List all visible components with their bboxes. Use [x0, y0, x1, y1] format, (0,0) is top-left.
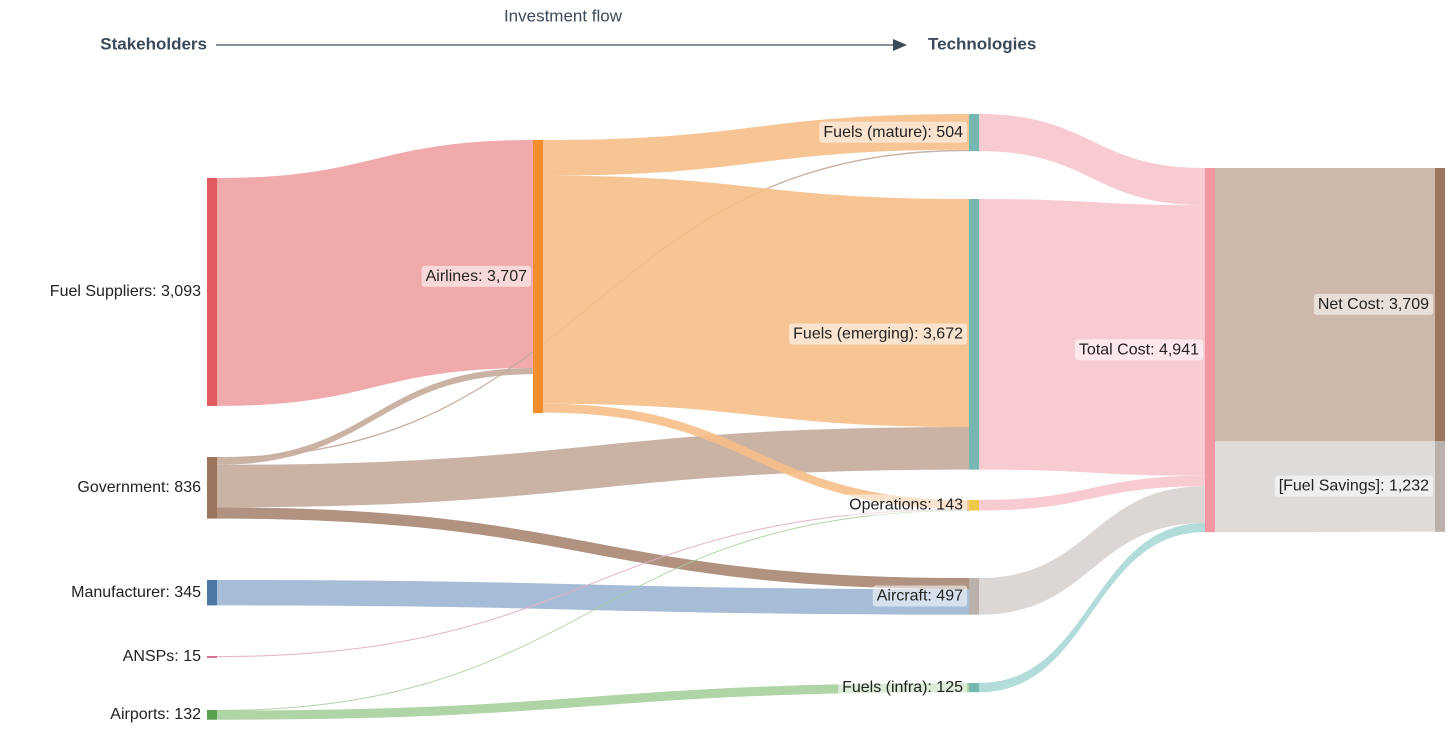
label-background: [819, 121, 968, 143]
node: [969, 500, 979, 511]
node-label: Fuels (infra): 125: [842, 679, 963, 696]
label-background: [845, 494, 968, 516]
node-label: Aircraft: 497: [877, 588, 963, 605]
node: [207, 580, 217, 606]
chart-title: Investment flow: [504, 6, 623, 25]
node: [969, 199, 979, 470]
label-background: [1274, 475, 1434, 497]
node-label: Airports: 132: [110, 706, 201, 723]
node: [969, 683, 979, 693]
links: [217, 114, 1435, 720]
link: [543, 403, 969, 509]
node: [533, 140, 543, 414]
flow-arrow-head: [893, 39, 907, 51]
node: [207, 710, 217, 720]
node: [969, 114, 979, 152]
label-background: [421, 265, 532, 287]
label-background: [838, 676, 968, 698]
link: [217, 427, 969, 508]
link: [979, 475, 1205, 511]
node: [1435, 441, 1445, 532]
node-label: Airlines: 3,707: [426, 268, 527, 285]
node: [207, 178, 217, 406]
node-label: Manufacturer: 345: [71, 584, 201, 601]
node-label: Fuel Suppliers: 3,093: [50, 283, 201, 300]
node-label: Net Cost: 3,709: [1318, 296, 1429, 313]
target-heading: Technologies: [928, 34, 1036, 53]
node-label: Fuels (emerging): 3,672: [793, 326, 963, 343]
source-heading: Stakeholders: [100, 34, 207, 53]
link: [543, 175, 969, 428]
node-label: Fuels (mature): 504: [823, 124, 963, 141]
node-label: Total Cost: 4,941: [1079, 341, 1199, 358]
label-background: [1313, 293, 1434, 315]
node: [207, 656, 217, 658]
link: [979, 522, 1205, 693]
link: [217, 580, 969, 615]
link: [217, 508, 969, 658]
node-label: ANSPs: 15: [123, 648, 201, 665]
link: [979, 199, 1205, 476]
link: [979, 114, 1205, 206]
node-label: Government: 836: [77, 479, 201, 496]
node-label: [Fuel Savings]: 1,232: [1279, 478, 1429, 495]
node: [1205, 168, 1215, 533]
labels: Fuel Suppliers: 3,093 Government: 836 Manu…: [50, 121, 1434, 723]
link: [217, 367, 533, 465]
label-background: [789, 323, 968, 345]
link: [217, 507, 969, 590]
node-label: Operations: 143: [849, 496, 963, 513]
label-background: [1074, 339, 1204, 361]
link: [217, 683, 969, 720]
node: [1435, 168, 1445, 442]
link: [217, 140, 533, 406]
label-background: [872, 585, 968, 607]
link: [217, 510, 969, 711]
node: [207, 457, 217, 519]
nodes: [207, 114, 1445, 720]
node: [969, 578, 979, 615]
link: [979, 486, 1205, 615]
